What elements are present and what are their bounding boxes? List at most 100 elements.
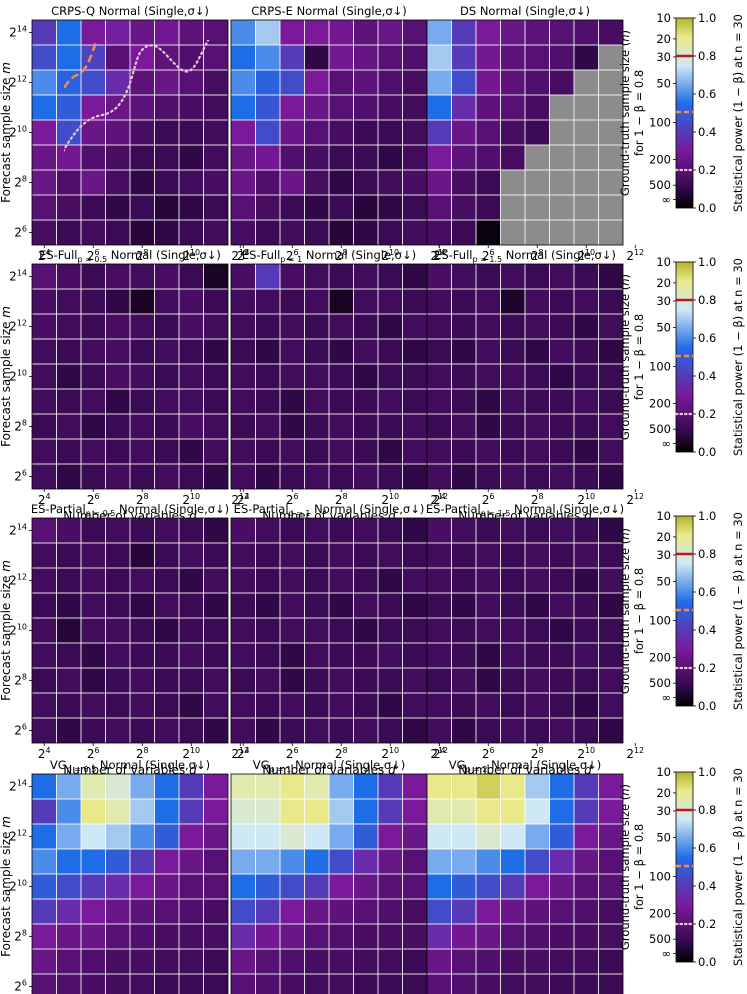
x-tick-label: 28 <box>335 248 348 263</box>
heatmap-cell <box>130 414 155 439</box>
x-tick-label: 210 <box>577 746 595 761</box>
colorbar-n-tick: 20 <box>656 530 671 544</box>
heatmap-cell <box>525 518 550 543</box>
heatmap-cell <box>32 949 57 974</box>
heatmap-panel: ES-Fullp = 1 Normal (Single,σ↓)24 26 28 210… <box>230 248 448 523</box>
heatmap-cell <box>32 799 57 824</box>
heatmap-cell <box>574 543 599 568</box>
panel-title-main: CRPS-Q <box>51 4 95 18</box>
heatmap-cell <box>451 439 476 464</box>
heatmap-cell <box>451 314 476 339</box>
heatmap-cell <box>32 593 57 618</box>
heatmap-cell <box>451 20 476 45</box>
panel-title-main: ES-Full <box>242 248 280 262</box>
colorbar-power-tick: 0.8 <box>698 293 716 307</box>
heatmap-cell <box>154 439 179 464</box>
heatmap-panel: ES-Partialp = 0.5 Normal (Single,σ↓)24 26… <box>0 502 249 777</box>
heatmap-cell <box>500 20 525 45</box>
heatmap-cell <box>32 874 57 899</box>
heatmap-cell <box>231 924 256 949</box>
colorbar-n-tick: 200 <box>649 907 671 921</box>
x-tick-label: 24 <box>433 248 446 263</box>
heatmap-cell <box>231 364 256 389</box>
x-tick-label: 24 <box>237 248 250 263</box>
heatmap-cell <box>500 364 525 389</box>
heatmap-cell <box>451 264 476 289</box>
heatmap-cell <box>353 799 378 824</box>
heatmap-cell <box>574 899 599 924</box>
heatmap-cell <box>427 693 452 718</box>
heatmap-cell <box>378 949 403 974</box>
heatmap-cell <box>427 668 452 693</box>
heatmap-cell <box>81 95 106 120</box>
heatmap-cell <box>500 593 525 618</box>
heatmap-cell <box>500 949 525 974</box>
heatmap-cell <box>525 899 550 924</box>
heatmap-cell <box>81 120 106 145</box>
heatmap-cell <box>255 70 280 95</box>
x-tick-label: 24 <box>433 746 446 761</box>
heatmap-cell <box>32 314 57 339</box>
heatmap-cell <box>203 439 228 464</box>
heatmap-cell <box>81 568 106 593</box>
heatmap-cell <box>500 899 525 924</box>
panel-subtitle: Normal (Single,σ↓) <box>100 758 210 772</box>
contour-dashed <box>64 40 99 91</box>
heatmap-cell <box>378 974 403 994</box>
heatmap-cell <box>574 949 599 974</box>
heatmap-cell <box>353 145 378 170</box>
panel-subtitle: Normal (Single,σ↓) <box>506 248 616 262</box>
heatmap-cell <box>525 543 550 568</box>
heatmap-cell <box>231 899 256 924</box>
heatmap-cell <box>476 543 501 568</box>
heatmap-cell <box>81 20 106 45</box>
x-tick-label: 212 <box>231 248 249 263</box>
heatmap-cell <box>81 339 106 364</box>
x-tick-label: 24 <box>237 746 250 761</box>
panel-title: ES-Fullp = 1.5 Normal (Single,σ↓) <box>434 248 616 264</box>
heatmap-cell <box>231 314 256 339</box>
heatmap-cell <box>525 668 550 693</box>
heatmap-cell <box>130 170 155 195</box>
heatmap-cell <box>451 693 476 718</box>
panel-title-main: CRPS-E <box>251 4 293 18</box>
heatmap-cell <box>32 45 57 70</box>
heatmap-cell <box>130 120 155 145</box>
heatmap-cell <box>203 568 228 593</box>
panel-title-sub: p = 1 <box>280 255 302 264</box>
heatmap-cell <box>427 924 452 949</box>
heatmap-cell <box>402 145 427 170</box>
heatmap-cell <box>32 668 57 693</box>
heatmap-cell <box>203 289 228 314</box>
x-axis-label: Number of variables d <box>458 763 592 777</box>
heatmap-cell <box>353 314 378 339</box>
y-tick-label: 212 <box>9 829 27 844</box>
heatmap-cell <box>32 824 57 849</box>
heatmap-cell-masked <box>549 95 574 120</box>
heatmap-cell <box>549 289 574 314</box>
heatmap-cell <box>56 264 81 289</box>
heatmap-cell <box>255 774 280 799</box>
y-tick-label: 28 <box>14 175 27 190</box>
heatmap-panel: VGp = 0.5 Normal (Single,σ↓)242628210212… <box>0 758 229 994</box>
heatmap-cell <box>476 170 501 195</box>
heatmap-cell <box>476 668 501 693</box>
heatmap-cell <box>598 643 623 668</box>
panel-title-main: ES-Full <box>39 248 77 262</box>
heatmap-cell <box>353 974 378 994</box>
heatmap-cell <box>203 464 228 489</box>
heatmap-cell <box>353 774 378 799</box>
heatmap-cell <box>56 518 81 543</box>
heatmap-cell <box>304 120 329 145</box>
y-tick-label: 26 <box>14 225 27 240</box>
heatmap-cell <box>353 668 378 693</box>
heatmap-cell <box>304 289 329 314</box>
heatmap-cell <box>574 339 599 364</box>
heatmap-cell <box>353 464 378 489</box>
heatmap-cell <box>476 289 501 314</box>
colorbar-n-tick: ∞ <box>661 192 671 206</box>
heatmap-cell <box>500 145 525 170</box>
panel-subtitle: Normal (Single,σ↓) <box>480 4 590 18</box>
colorbar-n-tick: 10 <box>656 509 671 523</box>
